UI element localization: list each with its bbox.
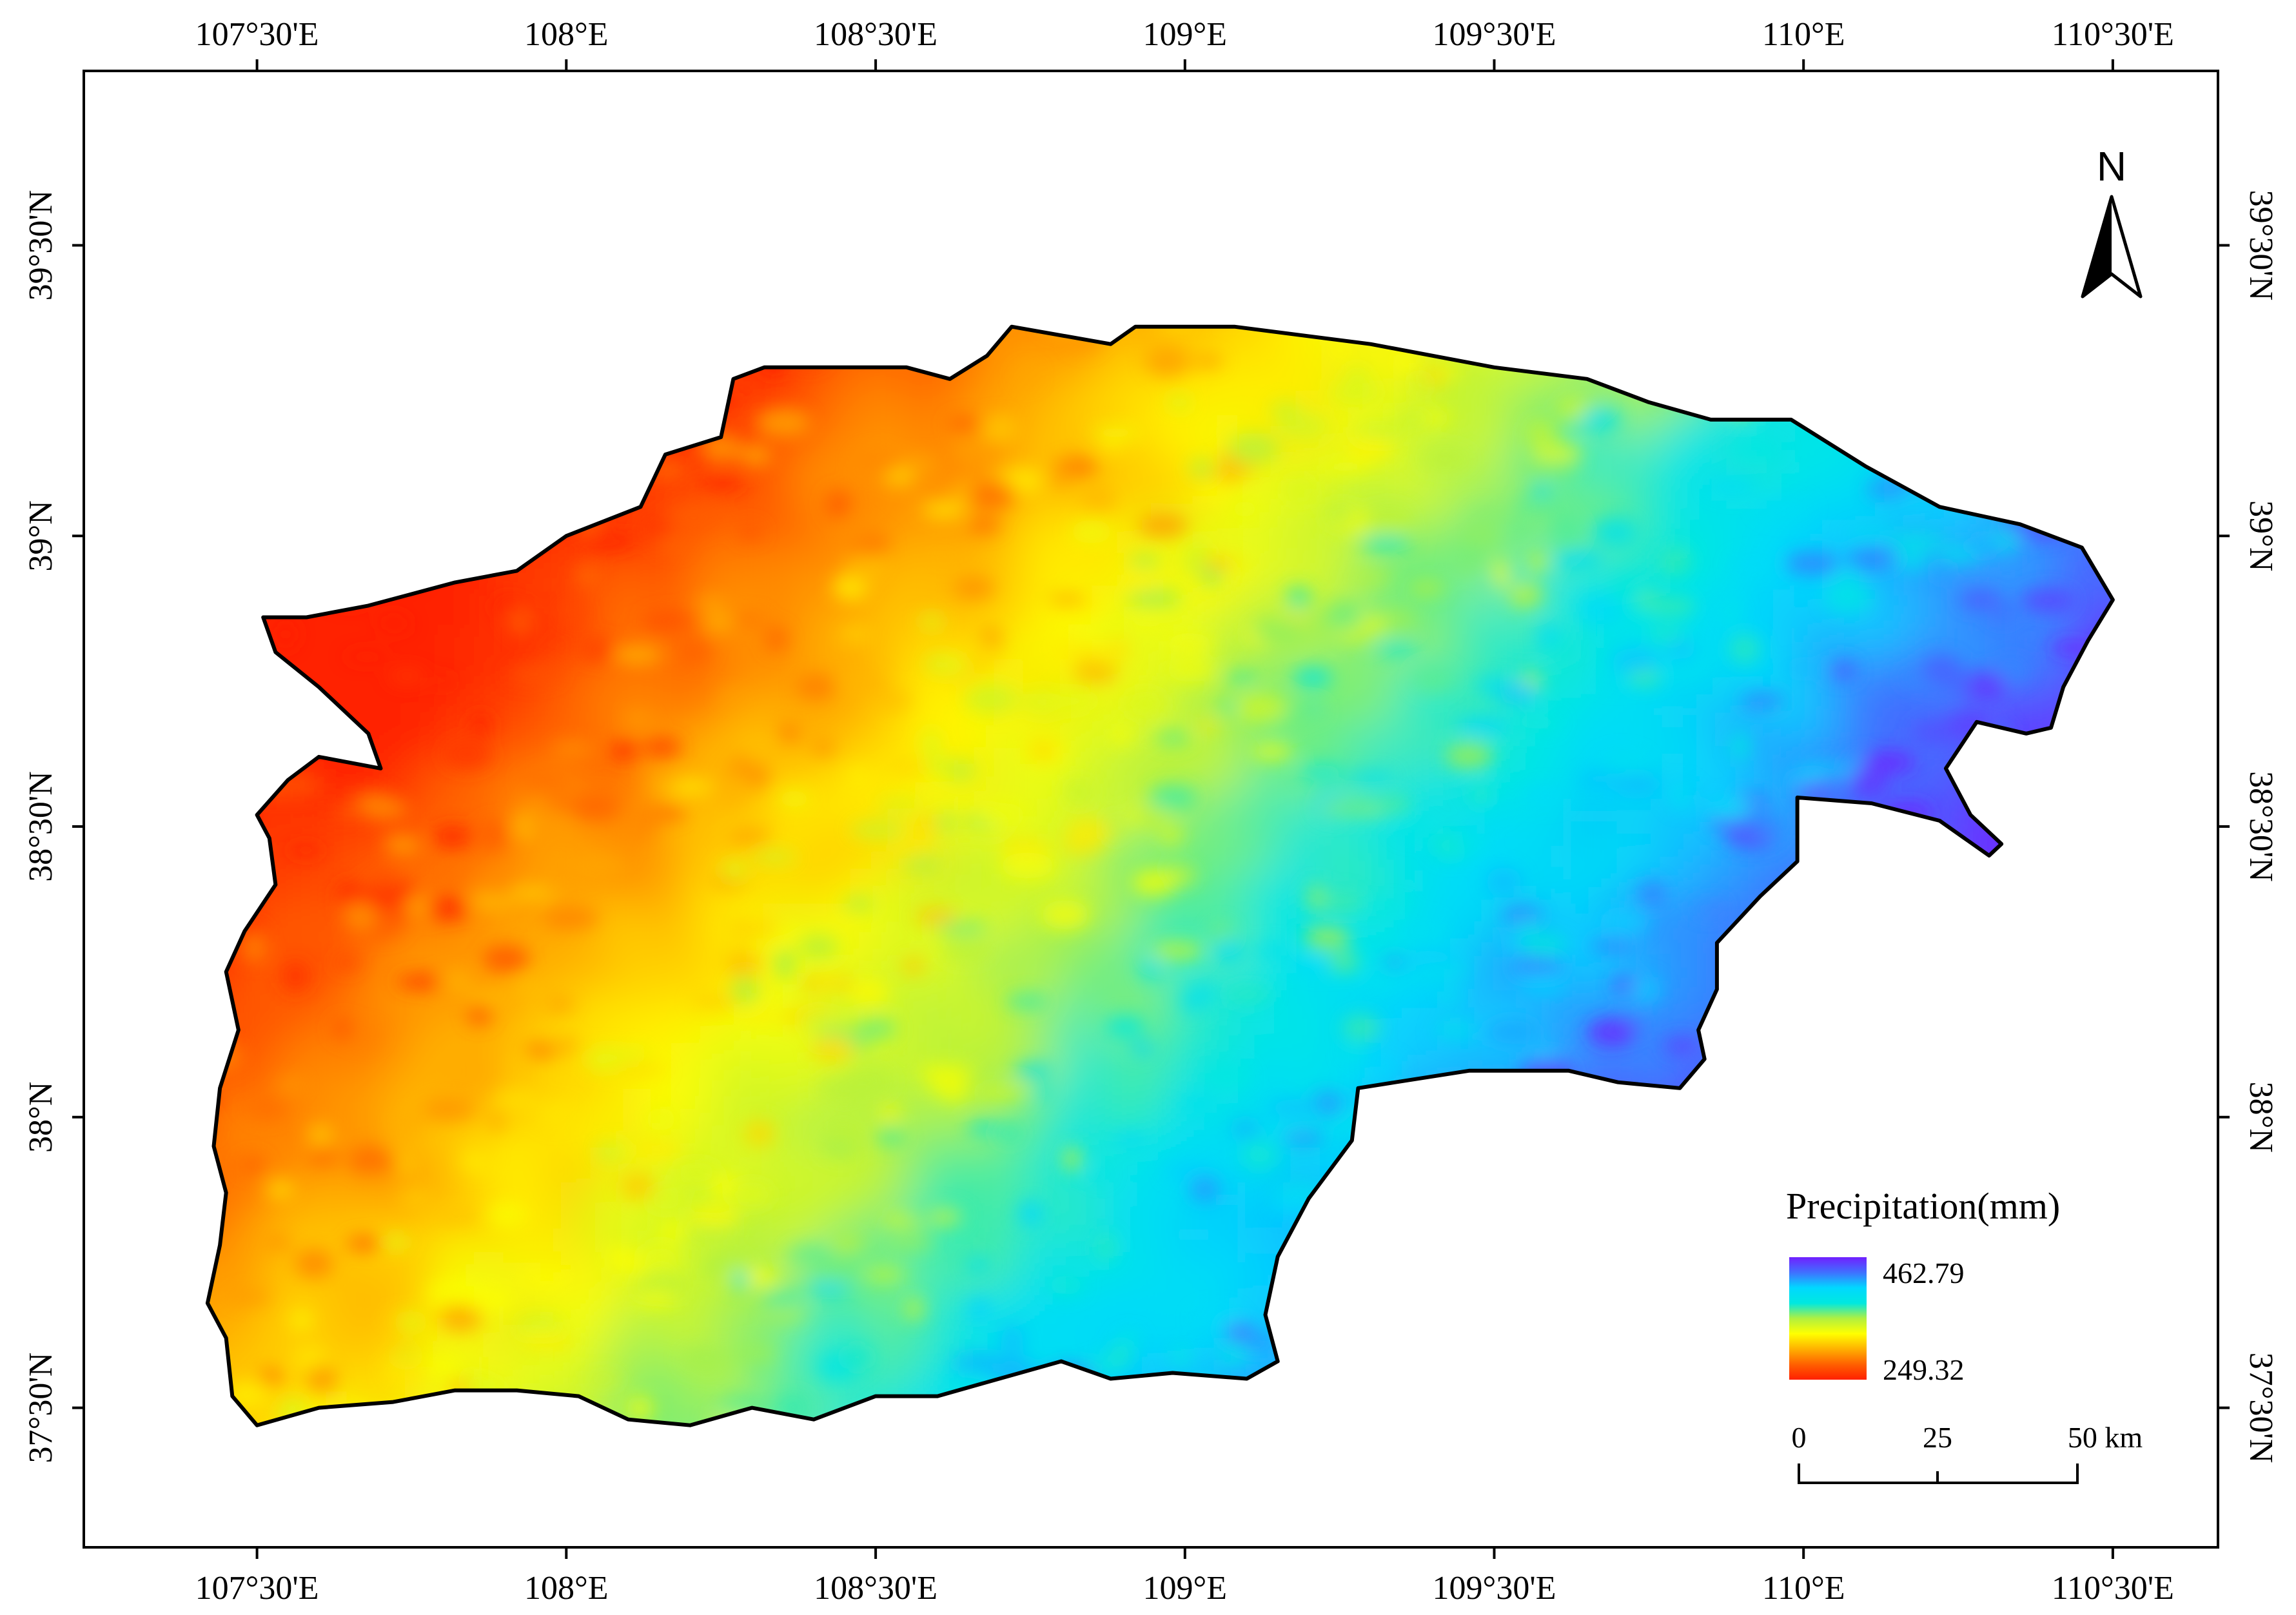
scale-bar-line xyxy=(1798,1463,2079,1484)
lon-tick-label-top-0: 107°30'E xyxy=(195,16,319,53)
lon-tick-label-top-4: 109°30'E xyxy=(1433,16,1556,53)
scale-bar: 0 25 50 km xyxy=(1792,1421,2143,1484)
lon-tick-label-top-5: 110°E xyxy=(1762,16,1845,53)
legend: Precipitation(mm) 462.79 249.32 xyxy=(1786,1185,2060,1386)
lat-tick-label-left-4: 37°30'N xyxy=(23,1353,59,1463)
region-boundary xyxy=(205,324,2115,1427)
legend-title: Precipitation(mm) xyxy=(1786,1185,2060,1227)
scale-label-25: 25 xyxy=(1923,1421,1952,1454)
lat-tick-label-left-0: 39°30'N xyxy=(23,190,59,301)
north-arrow-label: N xyxy=(2097,143,2126,190)
lon-tick-label-bottom-4: 109°30'E xyxy=(1433,1570,1556,1607)
lat-tick-label-right-3: 38°N xyxy=(2242,1082,2279,1153)
lat-tick-label-right-2: 38°30'N xyxy=(2242,771,2279,882)
lon-tick-label-bottom-0: 107°30'E xyxy=(195,1570,319,1607)
lon-tick-label-bottom-6: 110°30'E xyxy=(2052,1570,2174,1607)
lon-tick-label-top-6: 110°30'E xyxy=(2052,16,2174,53)
legend-max-label: 462.79 xyxy=(1883,1257,1965,1289)
lon-tick-label-top-2: 108°30'E xyxy=(814,16,937,53)
legend-color-ramp xyxy=(1789,1257,1867,1380)
scale-label-0: 0 xyxy=(1792,1421,1807,1454)
lat-tick-label-left-3: 38°N xyxy=(23,1082,59,1153)
lon-tick-label-bottom-1: 108°E xyxy=(524,1570,609,1607)
legend-min-label: 249.32 xyxy=(1883,1353,1965,1386)
lat-tick-label-right-1: 39°N xyxy=(2242,500,2279,571)
lon-tick-label-top-1: 108°E xyxy=(524,16,609,53)
lat-tick-label-right-0: 39°30'N xyxy=(2242,190,2279,301)
graticule-ticks: 107°30'E 107°30'E 108°E 108°E 108°30'E 108°30… xyxy=(23,16,2279,1607)
north-arrow: N xyxy=(2081,143,2143,299)
lat-tick-label-left-1: 39°N xyxy=(23,500,59,571)
lon-tick-label-bottom-5: 110°E xyxy=(1762,1570,1845,1607)
scale-label-50km: 50 km xyxy=(2068,1421,2143,1454)
lon-tick-label-bottom-2: 108°30'E xyxy=(814,1570,937,1607)
lon-tick-label-top-3: 109°E xyxy=(1143,16,1228,53)
lon-tick-label-bottom-3: 109°E xyxy=(1143,1570,1228,1607)
lat-tick-label-left-2: 38°30'N xyxy=(23,771,59,882)
lat-tick-label-right-4: 37°30'N xyxy=(2242,1353,2279,1463)
